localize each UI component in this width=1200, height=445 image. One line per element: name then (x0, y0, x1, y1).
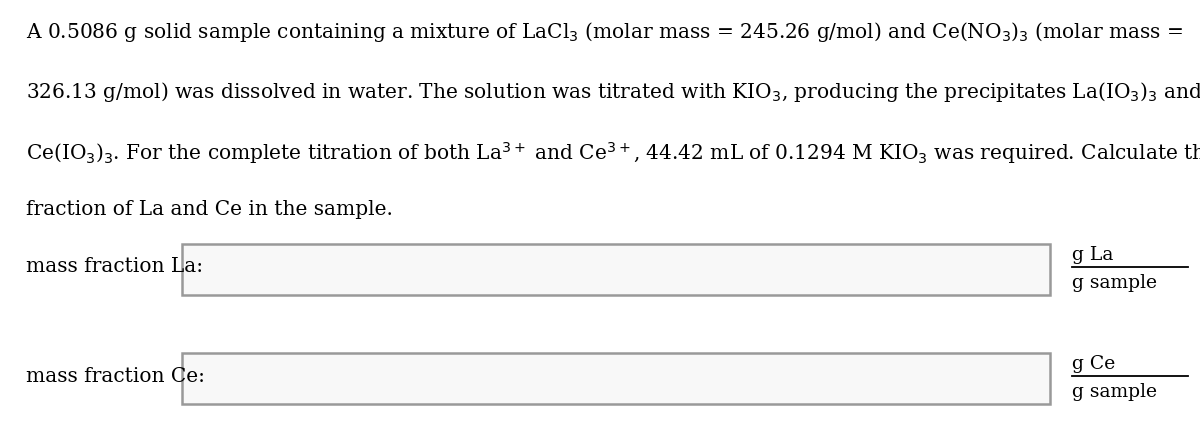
Text: mass fraction Ce:: mass fraction Ce: (26, 367, 205, 385)
Text: mass fraction La:: mass fraction La: (26, 258, 204, 276)
Text: 326.13 g/mol) was dissolved in water. The solution was titrated with KIO$_3$, pr: 326.13 g/mol) was dissolved in water. Th… (26, 80, 1200, 104)
FancyBboxPatch shape (182, 352, 1050, 404)
Text: Ce(IO$_3$)$_3$. For the complete titration of both La$^{3+}$ and Ce$^{3+}$, 44.4: Ce(IO$_3$)$_3$. For the complete titrati… (26, 140, 1200, 166)
Text: fraction of La and Ce in the sample.: fraction of La and Ce in the sample. (26, 200, 394, 219)
Text: g Ce: g Ce (1072, 355, 1115, 373)
Text: g La: g La (1072, 246, 1112, 264)
Text: g sample: g sample (1072, 383, 1157, 400)
FancyBboxPatch shape (182, 243, 1050, 295)
Text: A 0.5086 g solid sample containing a mixture of LaCl$_3$ (molar mass = 245.26 g/: A 0.5086 g solid sample containing a mix… (26, 20, 1183, 44)
Text: g sample: g sample (1072, 274, 1157, 291)
